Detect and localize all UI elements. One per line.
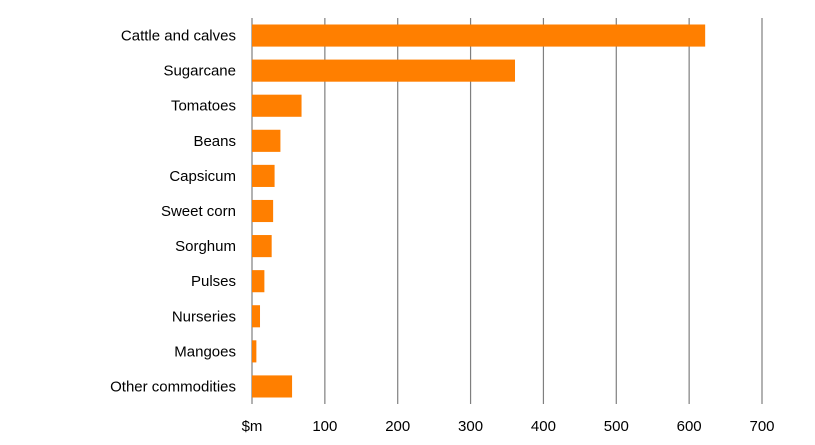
category-label: Beans	[193, 133, 236, 150]
bar-nurseries	[252, 305, 261, 328]
bar-sugarcane	[252, 59, 516, 82]
category-label: Tomatoes	[171, 98, 236, 115]
category-labels: Cattle and calves Sugarcane Tomatoes Beans C…	[110, 28, 236, 396]
bar-sweet-corn	[252, 199, 274, 223]
category-label: Cattle and calves	[121, 28, 236, 45]
x-tick-label: 500	[604, 418, 629, 435]
bar-beans	[252, 129, 281, 152]
bar-cattle-and-calves	[252, 24, 706, 47]
grid-layer	[251, 18, 763, 404]
category-label: Other commodities	[110, 378, 236, 395]
x-tick-label: 200	[385, 418, 410, 435]
x-tick-label: $m	[242, 418, 263, 435]
bar-other-commodities	[252, 375, 293, 398]
x-tick-label: 400	[531, 418, 556, 435]
bar-layer	[252, 24, 706, 398]
bar-sorghum	[252, 235, 272, 258]
category-label: Capsicum	[169, 168, 236, 185]
bar-tomatoes	[252, 94, 302, 117]
x-tick-label: 700	[749, 418, 774, 435]
bar-capsicum	[252, 164, 275, 187]
category-label: Sugarcane	[163, 63, 236, 80]
x-tick-label: 600	[677, 418, 702, 435]
category-label: Sweet corn	[161, 203, 236, 220]
bar-pulses	[252, 270, 265, 293]
x-tick-label: 300	[458, 418, 483, 435]
category-label: Nurseries	[172, 308, 236, 325]
bar-mangoes	[252, 340, 257, 363]
x-tick-label: 100	[312, 418, 337, 435]
category-label: Sorghum	[175, 238, 236, 255]
category-label: Pulses	[191, 273, 236, 290]
x-tick-labels: $m 100 200 300 400 500 600 700	[242, 418, 775, 435]
category-label: Mangoes	[174, 343, 236, 360]
